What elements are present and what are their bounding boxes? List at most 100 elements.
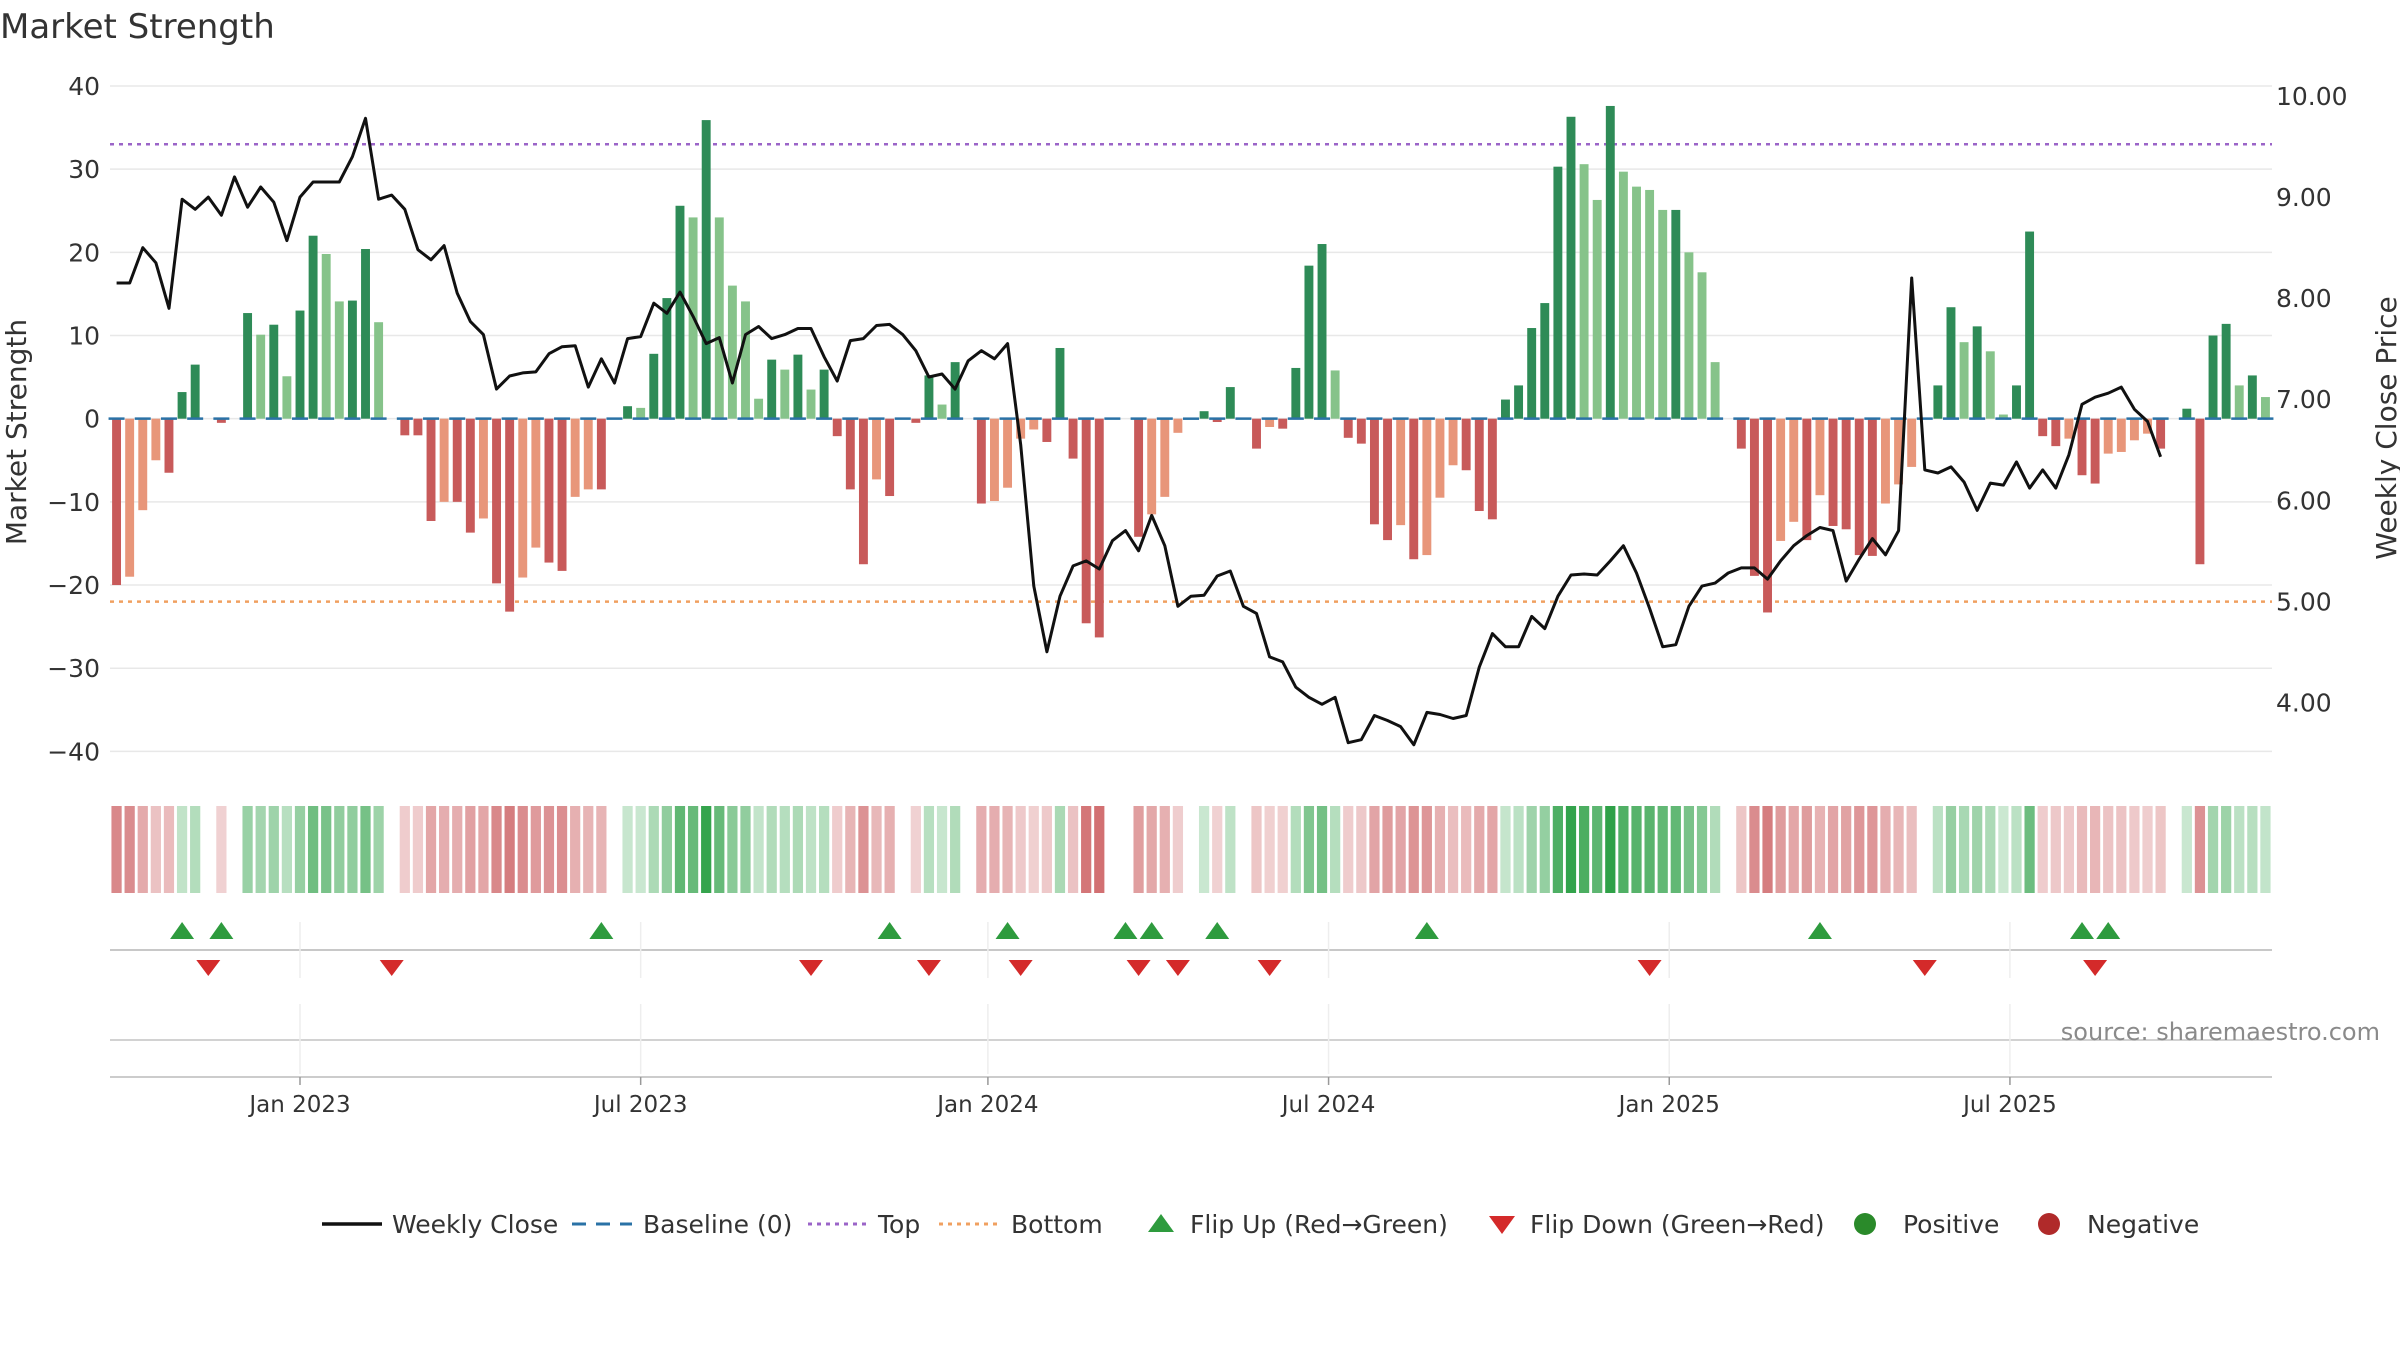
heat-cell <box>2142 806 2153 893</box>
heat-cell <box>753 806 764 893</box>
heat-cell <box>1408 806 1419 893</box>
heat-cell <box>2181 806 2192 893</box>
strength-bar <box>334 301 344 419</box>
heat-cell <box>1277 806 1288 893</box>
heat-cell <box>347 806 358 893</box>
heat-cell <box>2076 806 2088 893</box>
strength-bar <box>1068 418 1078 459</box>
strength-bar <box>164 418 174 473</box>
legend-swatch-dot <box>2038 1213 2060 1235</box>
weekly-close-layer <box>116 116 2163 747</box>
strength-bar <box>1658 209 1668 419</box>
strength-bar <box>1173 418 1183 433</box>
heat-cell <box>1854 806 1865 893</box>
strength-bar <box>1383 418 1393 541</box>
strength-bar <box>269 324 279 419</box>
y-tick-label: −20 <box>47 571 100 600</box>
heat-cell <box>452 806 463 893</box>
heat-cell <box>294 806 306 893</box>
heat-cell <box>989 806 1000 893</box>
strength-bar <box>1094 418 1104 638</box>
strength-bar <box>885 418 895 497</box>
heat-cell <box>766 806 777 893</box>
flip-up-marker <box>877 922 902 939</box>
heat-cell <box>229 806 240 893</box>
y2-tick-label: 9.00 <box>2276 183 2332 212</box>
x-tick-label: Jul 2023 <box>592 1092 688 1118</box>
strength-bar <box>1998 414 2008 419</box>
strength-bar <box>1789 418 1799 522</box>
heat-cell <box>1434 806 1446 893</box>
heat-cell <box>2103 806 2114 893</box>
y2-tick-label: 4.00 <box>2276 688 2332 717</box>
heat-cell <box>137 806 148 893</box>
heat-cell <box>150 806 161 893</box>
strength-bar <box>872 418 881 480</box>
heat-cell <box>1447 806 1459 893</box>
strength-bar <box>1867 418 1877 556</box>
heat-cell <box>1041 806 1052 893</box>
flip-up-marker <box>1807 922 1832 939</box>
x-axis: Jan 2023 Jul 2023 Jan 2024 Jul 2024 Jan 2025… <box>110 1076 2272 1118</box>
heat-cell <box>858 806 869 893</box>
strength-bar <box>361 249 370 419</box>
strength-bar <box>1972 326 1982 419</box>
heat-cell <box>2260 806 2271 893</box>
heat-cell <box>1919 806 1930 893</box>
strength-bar <box>2064 418 2074 439</box>
strength-bar <box>1933 385 1943 419</box>
heat-cell <box>334 806 345 893</box>
heat-cell <box>1487 806 1498 893</box>
strength-bar <box>1225 387 1235 419</box>
y2-axis-label: Weekly Close Price <box>2370 296 2400 559</box>
heat-cell <box>1369 806 1380 893</box>
heat-cell <box>1644 806 1655 893</box>
strength-bar <box>243 313 253 419</box>
heat-cell <box>1814 806 1826 893</box>
heat-cell <box>268 806 279 893</box>
heat-cell <box>2116 806 2127 893</box>
strength-bar <box>125 418 135 577</box>
strength-bar <box>976 418 986 504</box>
strength-bar <box>1422 418 1432 556</box>
heat-cell <box>2050 806 2061 893</box>
strength-bar <box>2051 418 2061 447</box>
y2-tick-label: 10.00 <box>2276 82 2348 111</box>
legend-label: Flip Up (Red→Green) <box>1190 1210 1448 1239</box>
flip-up-marker <box>1205 922 1230 939</box>
heat-cell <box>1605 806 1616 893</box>
heat-cell <box>1120 806 1131 893</box>
heat-cell <box>832 806 843 893</box>
heat-cell <box>661 806 672 893</box>
heat-cell <box>1513 806 1524 893</box>
strength-bar <box>1802 418 1812 541</box>
strength-bar <box>727 285 737 419</box>
heat-cell <box>1710 806 1721 893</box>
heat-cell <box>1801 806 1812 893</box>
strength-bar <box>413 418 423 436</box>
strength-bar <box>596 418 606 490</box>
heat-cell <box>1107 806 1118 893</box>
strength-bar <box>1854 418 1864 556</box>
heat-cell <box>1827 806 1839 893</box>
strength-bar <box>216 418 226 423</box>
heat-cell <box>176 806 188 893</box>
heat-cell <box>2011 806 2022 893</box>
strength-bar <box>2221 323 2231 419</box>
strength-bar <box>623 406 633 419</box>
strength-bar <box>2090 418 2100 484</box>
heat-cell <box>1500 806 1511 893</box>
legend-label: Baseline (0) <box>643 1210 792 1239</box>
strength-bar <box>1985 351 1995 419</box>
heat-cell <box>1238 806 1249 893</box>
y-tick-label: 30 <box>68 155 100 184</box>
strength-bar <box>138 418 148 511</box>
strength-bar <box>1448 418 1458 466</box>
heat-cell <box>1343 806 1354 893</box>
heat-cell <box>281 806 293 893</box>
strength-bar <box>1763 418 1772 613</box>
strength-bar <box>1828 418 1838 526</box>
strength-bar <box>701 120 711 419</box>
heat-cell <box>530 806 541 893</box>
strength-bar <box>1736 418 1746 449</box>
